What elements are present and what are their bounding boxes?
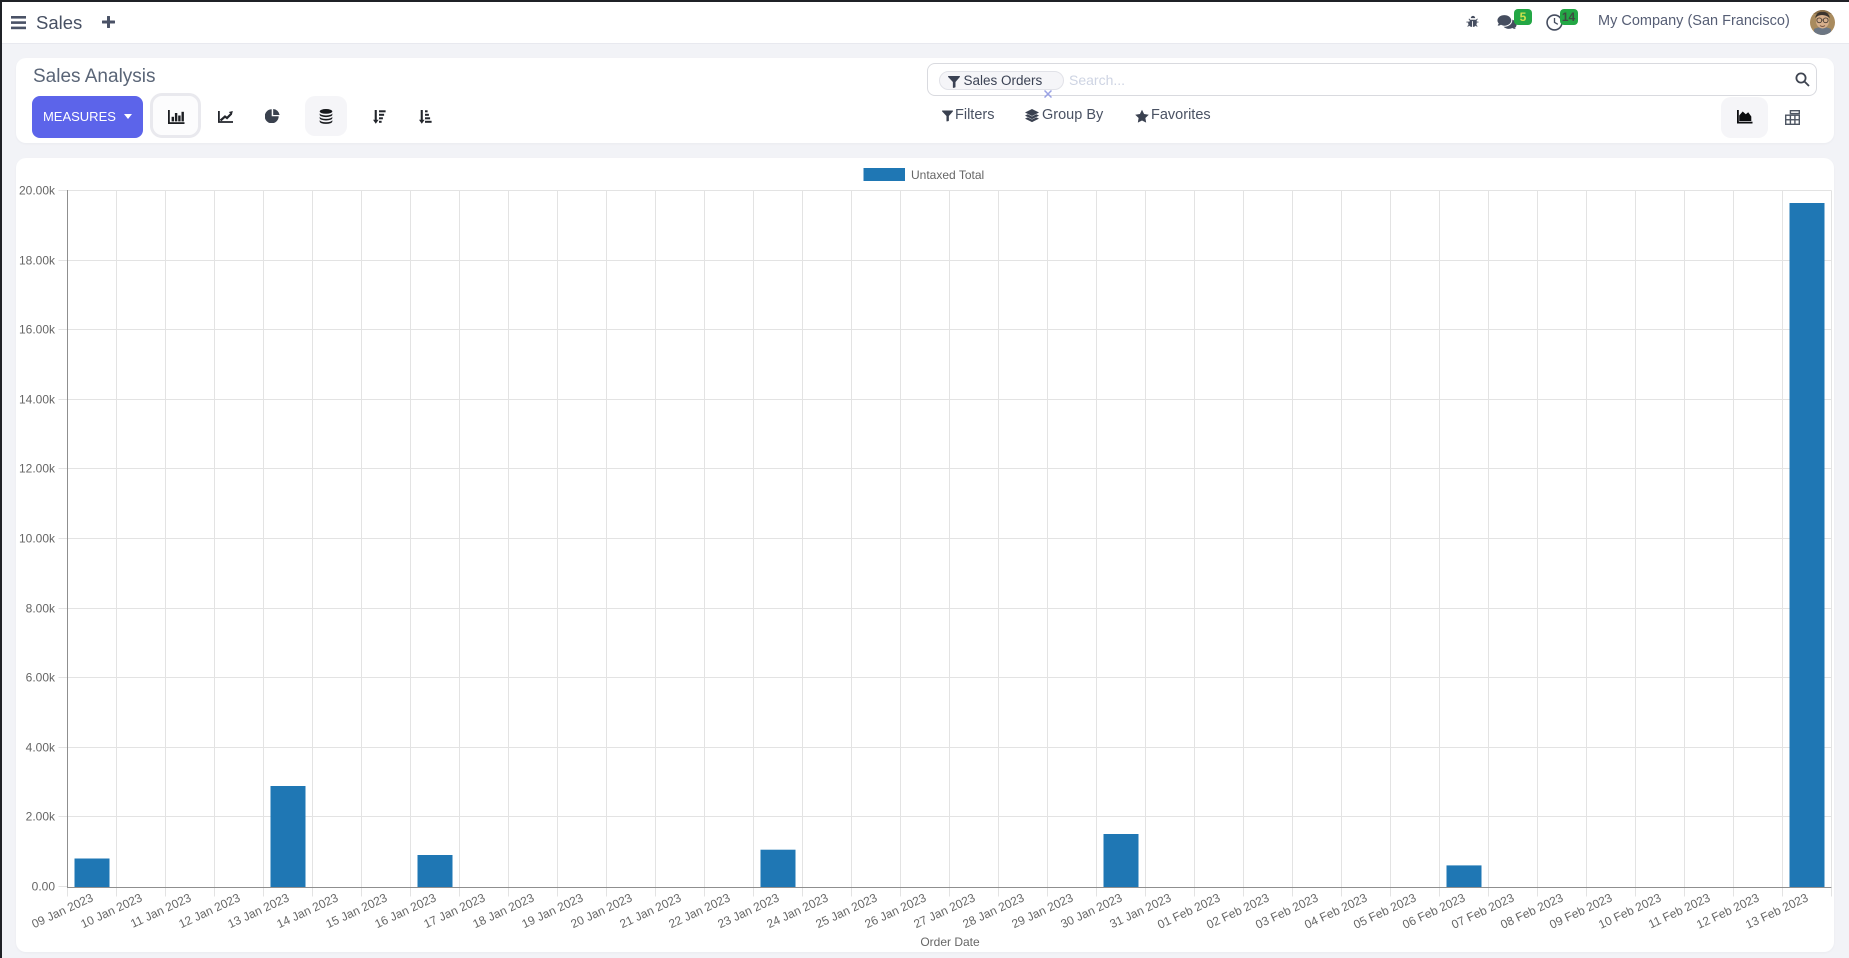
svg-text:8.00k: 8.00k: [26, 602, 56, 616]
svg-text:18.00k: 18.00k: [19, 254, 56, 268]
svg-text:14.00k: 14.00k: [19, 393, 56, 407]
svg-text:0.00: 0.00: [32, 880, 56, 894]
svg-text:4.00k: 4.00k: [26, 741, 56, 755]
svg-text:6.00k: 6.00k: [26, 671, 56, 685]
svg-text:12.00k: 12.00k: [19, 462, 56, 476]
svg-text:20.00k: 20.00k: [19, 184, 56, 198]
svg-text:Order Date: Order Date: [920, 935, 980, 949]
svg-text:Untaxed Total: Untaxed Total: [911, 168, 984, 182]
svg-text:16.00k: 16.00k: [19, 323, 56, 337]
svg-text:10.00k: 10.00k: [19, 532, 56, 546]
svg-text:2.00k: 2.00k: [26, 810, 56, 824]
